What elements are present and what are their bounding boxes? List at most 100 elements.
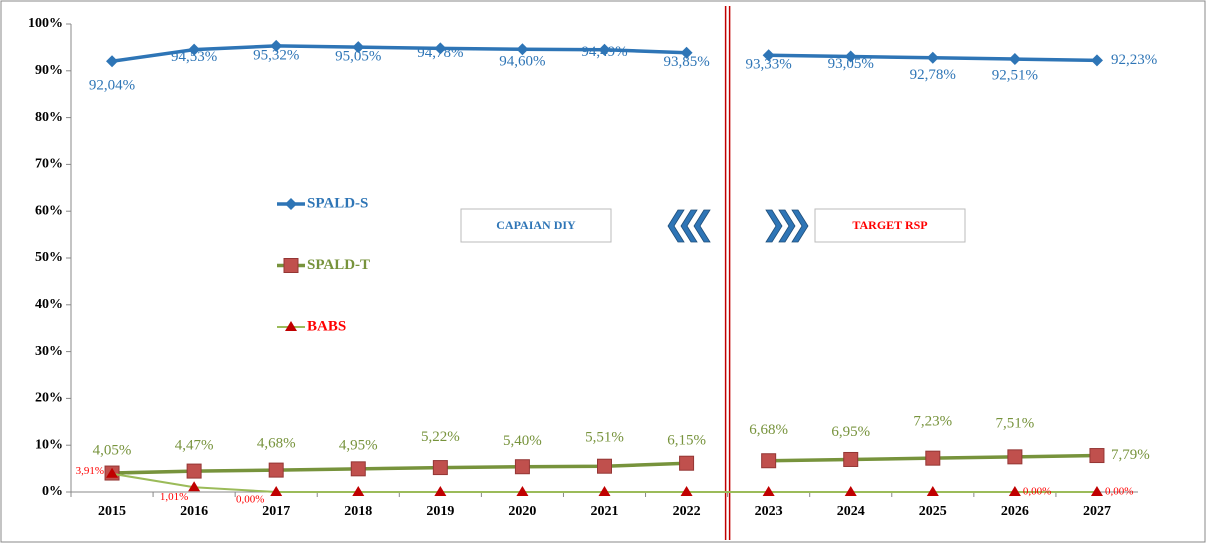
data-label: 94,78% xyxy=(417,45,463,61)
series-line xyxy=(111,44,687,63)
marker xyxy=(680,486,693,496)
x-tick-label: 2025 xyxy=(919,504,947,519)
y-tick-label: 60% xyxy=(35,203,63,218)
y-tick-label: 40% xyxy=(35,297,63,312)
data-label: 93,33% xyxy=(746,57,792,73)
annotation-box xyxy=(460,208,612,243)
legend-label: BABS xyxy=(307,318,346,334)
marker xyxy=(106,467,119,478)
data-label: 6,95% xyxy=(831,424,870,440)
marker xyxy=(679,455,695,471)
marker xyxy=(598,43,611,56)
data-label: 4,05% xyxy=(93,442,132,458)
legend-label: SPALD-T xyxy=(307,257,370,273)
marker xyxy=(434,486,447,496)
x-tick-label: 2022 xyxy=(673,504,701,519)
series-line xyxy=(111,461,687,475)
y-tick-label: 100% xyxy=(28,16,63,31)
marker xyxy=(270,486,283,496)
marker xyxy=(680,46,693,59)
y-tick-label: 90% xyxy=(35,63,63,78)
data-label: 94,53% xyxy=(171,49,217,65)
marker xyxy=(352,486,365,496)
y-tick-label: 30% xyxy=(35,344,63,359)
legend-marker xyxy=(285,321,297,331)
data-label: 93,05% xyxy=(828,56,874,72)
marker xyxy=(434,42,447,55)
data-label: 93,85% xyxy=(663,54,709,70)
x-tick-label: 2020 xyxy=(508,504,536,519)
data-label: 6,68% xyxy=(749,422,788,438)
marker xyxy=(1007,449,1023,465)
data-label: 5,40% xyxy=(503,433,542,449)
data-label: 7,79% xyxy=(1111,447,1150,463)
x-tick-label: 2021 xyxy=(591,504,619,519)
marker xyxy=(1008,486,1021,496)
x-tick-label: 2017 xyxy=(262,504,290,519)
data-label: 0,00% xyxy=(236,494,264,506)
marker xyxy=(270,39,283,52)
data-label: 5,51% xyxy=(585,430,624,446)
data-label: 3,91% xyxy=(76,465,104,477)
data-label: 94,49% xyxy=(581,44,627,60)
marker xyxy=(268,462,284,478)
data-label: 95,32% xyxy=(253,47,299,63)
chevron-left xyxy=(667,209,711,243)
marker xyxy=(186,463,202,479)
data-label: 5,22% xyxy=(421,429,460,445)
data-label: 4,95% xyxy=(339,437,378,453)
marker xyxy=(188,481,201,492)
y-tick-label: 0% xyxy=(42,484,63,499)
data-label: 92,04% xyxy=(89,78,135,94)
marker xyxy=(106,55,119,68)
y-tick-label: 20% xyxy=(35,391,63,406)
x-tick-label: 2015 xyxy=(98,504,126,519)
marker xyxy=(516,43,529,56)
marker xyxy=(598,486,611,496)
marker xyxy=(1090,486,1103,496)
y-tick-label: 80% xyxy=(35,110,63,125)
marker xyxy=(844,50,857,63)
annotation: TARGET RSP xyxy=(852,218,927,232)
marker xyxy=(516,486,529,496)
data-label: 7,23% xyxy=(913,414,952,430)
marker xyxy=(352,41,365,54)
x-tick-label: 2019 xyxy=(426,504,454,519)
marker xyxy=(432,460,448,476)
x-tick-label: 2023 xyxy=(755,504,783,519)
y-tick-label: 10% xyxy=(35,437,63,452)
marker xyxy=(926,51,939,64)
marker xyxy=(926,486,939,496)
marker xyxy=(761,453,777,469)
data-label: 92,51% xyxy=(992,67,1038,83)
data-label: 92,23% xyxy=(1111,52,1157,68)
marker xyxy=(1008,53,1021,66)
data-label: 1,01% xyxy=(160,491,188,503)
data-label: 0,00% xyxy=(1105,486,1133,498)
marker xyxy=(514,459,530,475)
x-tick-label: 2024 xyxy=(837,504,865,519)
data-label: 94,60% xyxy=(499,54,545,70)
marker xyxy=(844,486,857,496)
x-tick-label: 2018 xyxy=(344,504,372,519)
marker xyxy=(350,461,366,477)
legend-marker xyxy=(285,198,297,210)
data-label: 0,00% xyxy=(1023,486,1051,498)
data-label: 92,78% xyxy=(910,67,956,83)
x-tick-label: 2027 xyxy=(1083,504,1111,519)
y-tick-label: 50% xyxy=(35,250,63,265)
data-label: 4,68% xyxy=(257,436,296,452)
marker xyxy=(1089,448,1105,464)
x-tick-label: 2026 xyxy=(1001,504,1029,519)
data-label: 4,47% xyxy=(175,438,214,454)
marker xyxy=(1090,54,1103,67)
data-label: 95,05% xyxy=(335,49,381,65)
marker xyxy=(762,486,775,496)
data-label: 7,51% xyxy=(996,415,1035,431)
marker xyxy=(762,49,775,62)
marker xyxy=(597,458,612,474)
annotation-box xyxy=(814,208,966,243)
annotation: CAPAIAN DIY xyxy=(496,218,576,232)
